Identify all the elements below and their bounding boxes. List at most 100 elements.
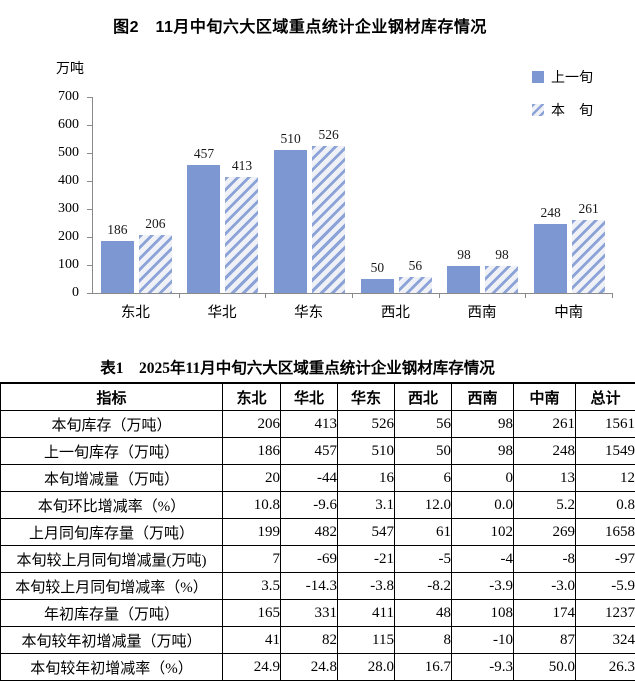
y-tick-mark xyxy=(87,181,92,182)
x-tick-mark xyxy=(525,293,527,298)
table-row: 上一旬库存（万吨） 186 457 510 50 98 248 1549 xyxy=(0,437,635,465)
table-row: 年初库存量（万吨） 165 331 411 48 108 174 1237 xyxy=(0,599,635,627)
bar-value-label: 526 xyxy=(318,126,339,142)
bar-value-label: 98 xyxy=(457,246,471,262)
table-cell: 6 xyxy=(394,464,452,492)
row-label: 上一旬库存（万吨） xyxy=(0,437,223,465)
table-cell: 331 xyxy=(280,599,338,627)
table-cell: 13 xyxy=(513,464,576,492)
table-cell: -9.6 xyxy=(280,491,338,519)
table-cell: -3.8 xyxy=(337,572,395,600)
table-cell: -10 xyxy=(451,626,514,654)
x-category-label: 华北 xyxy=(207,305,237,321)
table-cell: -21 xyxy=(337,545,395,573)
table-cell: 199 xyxy=(222,518,281,546)
table-cell: 526 xyxy=(337,410,395,438)
bar-value-label: 457 xyxy=(193,146,215,161)
table-cell: 98 xyxy=(451,437,514,465)
bar-value-label: 248 xyxy=(540,204,561,220)
bar-hatch: 526 xyxy=(312,127,346,293)
row-label: 上月同旬库存量（万吨） xyxy=(0,518,223,546)
table-body: 本旬库存（万吨） 206 413 526 56 98 261 1561 上一旬库存（万吨） 186… xyxy=(0,410,635,681)
table-cell: 1561 xyxy=(575,410,635,438)
table-cell: 102 xyxy=(451,518,514,546)
table-cell: -5.9 xyxy=(575,572,635,600)
row-label: 本旬环比增减率（%） xyxy=(0,491,223,519)
x-tick-mark xyxy=(178,293,180,298)
table-cell: 411 xyxy=(337,599,395,627)
y-tick-mark xyxy=(87,153,92,154)
bar-solid: 510 xyxy=(274,131,308,293)
table-row: 本旬较年初增减量（万吨） 41 82 115 8 -10 87 324 xyxy=(0,626,635,654)
table-cell: -4 xyxy=(451,545,514,573)
x-axis-labels: 东北 华北 华东 西北 西南 中南 xyxy=(92,301,612,322)
bar-hatch: 261 xyxy=(572,201,606,293)
bar-value-label: 50 xyxy=(370,260,385,275)
bar-group: 457 413 xyxy=(180,97,267,293)
y-tick-label: 0 xyxy=(72,285,79,300)
table-cell: -69 xyxy=(280,545,338,573)
x-tick-mark xyxy=(438,293,440,298)
table-cell: -8.2 xyxy=(394,572,452,600)
table-row: 本旬较年初增减率（%） 24.9 24.8 28.0 16.7 -9.3 50.0 26.3 xyxy=(0,653,635,681)
bar-value-label: 186 xyxy=(107,221,128,237)
y-axis-unit-label: 万吨 xyxy=(56,62,84,77)
y-tick-label: 200 xyxy=(58,229,79,244)
legend-item: 本 旬 xyxy=(532,100,593,120)
row-label: 本旬较年初增减量（万吨） xyxy=(0,626,223,654)
table-cell: 82 xyxy=(280,626,338,654)
legend-label: 上一旬 xyxy=(551,71,593,86)
table-cell: 1237 xyxy=(575,599,635,627)
table-cell: 0.0 xyxy=(451,491,514,519)
table-row: 本旬环比增减率（%） 10.8 -9.6 3.1 12.0 0.0 5.2 0.8 xyxy=(0,491,635,519)
y-tick-mark xyxy=(87,265,92,266)
y-tick-label: 700 xyxy=(58,89,79,104)
bar-hatch: 413 xyxy=(225,158,259,293)
table-cell: -8 xyxy=(513,545,576,573)
table-cell: 61 xyxy=(394,518,452,546)
row-label: 本旬库存（万吨） xyxy=(0,410,223,438)
data-table: 指标 东北 华北 华东 西北 西南 中南 总计 本旬库存（万吨） 206 413 526 56 98 26… xyxy=(0,382,635,681)
row-label: 本旬增减量（万吨） xyxy=(0,464,223,492)
table-cell: 48 xyxy=(394,599,452,627)
y-tick-label: 400 xyxy=(58,173,79,188)
table-row: 本旬增减量（万吨） 20 -44 16 6 0 13 12 xyxy=(0,464,635,492)
y-tick-label: 300 xyxy=(58,201,79,216)
table-cell: 20 xyxy=(222,464,281,492)
y-axis: 700 600 500 400 300 200 100 0 xyxy=(0,89,92,300)
bar-value-label: 413 xyxy=(231,158,253,174)
table-header-row: 指标 东北 华北 华东 西北 西南 中南 总计 xyxy=(0,382,635,411)
table-cell: 206 xyxy=(222,410,281,438)
x-category-label: 华东 xyxy=(294,305,324,321)
row-label: 本旬较上月同旬增减量(万吨) xyxy=(0,545,223,573)
y-tick-mark xyxy=(87,209,92,210)
table-cell: 510 xyxy=(337,437,395,465)
chart-legend: 上一旬本 旬 xyxy=(532,67,593,133)
x-category-label: 西南 xyxy=(467,305,497,321)
bar-hatch: 98 xyxy=(485,247,519,293)
table-cell: 165 xyxy=(222,599,281,627)
bar-solid: 186 xyxy=(100,222,134,293)
bar-group: 50 56 xyxy=(353,97,440,293)
table-cell: -44 xyxy=(280,464,338,492)
column-header: 西北 xyxy=(394,382,452,411)
table-cell: 28.0 xyxy=(337,653,395,681)
table-cell: 269 xyxy=(513,518,576,546)
table-cell: 108 xyxy=(451,599,514,627)
table-cell: 26.3 xyxy=(575,653,635,681)
table-cell: 186 xyxy=(222,437,281,465)
table-cell: -14.3 xyxy=(280,572,338,600)
plot-area: 186 206 457 413 510 526 50 56 98 98 248 261 xyxy=(92,97,613,298)
legend-item: 上一旬 xyxy=(532,67,593,87)
column-header: 指标 xyxy=(0,382,223,411)
table-cell: 16 xyxy=(337,464,395,492)
bar-group: 510 526 xyxy=(266,97,353,293)
table-cell: 41 xyxy=(222,626,281,654)
bar-value-label: 261 xyxy=(578,200,599,216)
x-tick-mark xyxy=(612,293,613,298)
bar-solid: 50 xyxy=(360,260,394,293)
y-tick-label: 500 xyxy=(58,145,79,160)
legend-swatch-hatch xyxy=(532,104,544,116)
table-cell: 3.1 xyxy=(337,491,395,519)
